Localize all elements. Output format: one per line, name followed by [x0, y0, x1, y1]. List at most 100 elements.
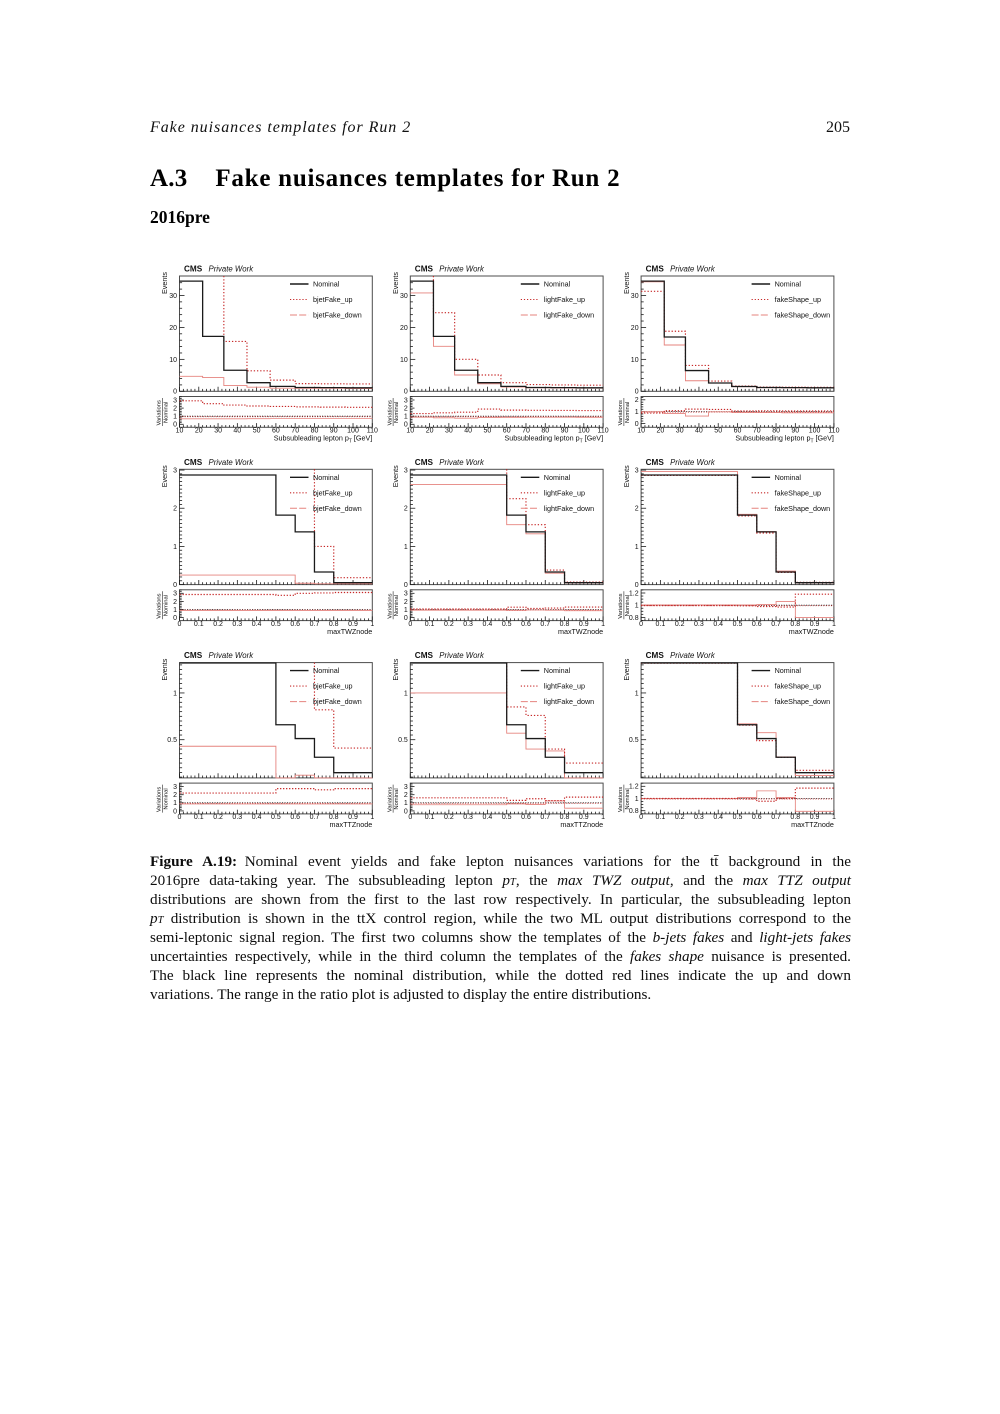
svg-text:0: 0: [404, 582, 408, 589]
svg-text:60: 60: [272, 428, 280, 435]
svg-text:0: 0: [408, 621, 412, 628]
svg-text:fakeShape_down: fakeShape_down: [775, 311, 831, 320]
svg-text:1: 1: [173, 690, 177, 697]
svg-text:Nominal: Nominal: [775, 666, 802, 675]
svg-text:Nominal: Nominal: [775, 280, 802, 289]
svg-text:1: 1: [601, 621, 605, 628]
svg-text:0.5: 0.5: [271, 814, 281, 821]
svg-text:bjetFake_down: bjetFake_down: [313, 311, 362, 320]
svg-text:Subsubleading lepton pT [GeV]: Subsubleading lepton pT [GeV]: [735, 434, 834, 445]
svg-text:Variations: Variations: [387, 787, 393, 812]
svg-text:1: 1: [404, 607, 408, 614]
svg-text:0: 0: [173, 808, 177, 815]
svg-text:Nominal: Nominal: [313, 280, 340, 289]
svg-text:20: 20: [400, 325, 408, 332]
svg-text:0.6: 0.6: [290, 621, 300, 628]
svg-text:30: 30: [445, 428, 453, 435]
svg-text:3: 3: [404, 784, 408, 791]
svg-text:0.6: 0.6: [521, 814, 531, 821]
svg-text:20: 20: [169, 325, 177, 332]
svg-text:CMS: CMS: [646, 265, 665, 274]
svg-text:90: 90: [330, 428, 338, 435]
svg-text:1: 1: [832, 814, 836, 821]
svg-text:0.1: 0.1: [656, 814, 666, 821]
svg-text:maxTWZnode: maxTWZnode: [327, 627, 372, 636]
svg-text:Private Work: Private Work: [439, 651, 485, 660]
svg-text:100: 100: [347, 428, 359, 435]
svg-text:Subsubleading lepton pT [GeV]: Subsubleading lepton pT [GeV]: [274, 434, 373, 445]
svg-text:0.1: 0.1: [194, 621, 204, 628]
svg-text:1: 1: [635, 690, 639, 697]
svg-text:Events: Events: [622, 658, 631, 680]
svg-text:fakeShape_down: fakeShape_down: [775, 697, 831, 706]
svg-text:0: 0: [173, 615, 177, 622]
svg-text:0.2: 0.2: [213, 814, 223, 821]
svg-text:Nominal: Nominal: [544, 280, 571, 289]
svg-text:0.4: 0.4: [713, 621, 723, 628]
svg-text:1: 1: [173, 607, 177, 614]
svg-text:30: 30: [676, 428, 684, 435]
svg-text:70: 70: [522, 428, 530, 435]
svg-text:2: 2: [173, 406, 177, 413]
svg-text:80: 80: [772, 428, 780, 435]
svg-text:Nominal: Nominal: [163, 595, 169, 616]
svg-text:1: 1: [173, 544, 177, 551]
svg-text:30: 30: [214, 428, 222, 435]
svg-text:CMS: CMS: [646, 651, 665, 660]
svg-text:1.2: 1.2: [629, 590, 639, 597]
svg-text:Nominal: Nominal: [313, 666, 340, 675]
svg-text:Events: Events: [622, 465, 631, 487]
svg-text:2: 2: [635, 506, 639, 513]
svg-text:Private Work: Private Work: [670, 651, 716, 660]
svg-text:2: 2: [404, 792, 408, 799]
svg-text:1: 1: [173, 800, 177, 807]
svg-text:0: 0: [635, 582, 639, 589]
svg-text:0: 0: [404, 615, 408, 622]
svg-text:0: 0: [404, 422, 408, 429]
svg-text:0.3: 0.3: [463, 621, 473, 628]
svg-text:0: 0: [173, 389, 177, 396]
svg-text:30: 30: [400, 293, 408, 300]
svg-text:maxTTZnode: maxTTZnode: [791, 820, 834, 829]
svg-text:110: 110: [598, 428, 609, 435]
svg-text:3: 3: [173, 784, 177, 791]
svg-text:0.2: 0.2: [675, 814, 685, 821]
svg-text:60: 60: [503, 428, 511, 435]
svg-text:0.9: 0.9: [579, 621, 589, 628]
svg-text:Private Work: Private Work: [439, 265, 485, 274]
svg-text:0.6: 0.6: [521, 621, 531, 628]
svg-text:Variations: Variations: [157, 400, 163, 425]
svg-text:Variations: Variations: [618, 400, 624, 425]
svg-text:70: 70: [291, 428, 299, 435]
svg-text:0.6: 0.6: [752, 814, 762, 821]
svg-text:1: 1: [404, 414, 408, 421]
svg-text:30: 30: [631, 293, 639, 300]
svg-text:Events: Events: [391, 658, 400, 680]
svg-text:2: 2: [404, 599, 408, 606]
svg-text:bjetFake_up: bjetFake_up: [313, 682, 353, 691]
svg-text:0: 0: [635, 421, 639, 428]
svg-text:50: 50: [253, 428, 261, 435]
svg-text:90: 90: [561, 428, 569, 435]
svg-text:1: 1: [601, 814, 605, 821]
svg-text:3: 3: [404, 397, 408, 404]
svg-text:1: 1: [635, 603, 639, 610]
svg-text:3: 3: [404, 591, 408, 598]
svg-text:0.5: 0.5: [398, 737, 408, 744]
svg-text:0.9: 0.9: [348, 814, 358, 821]
svg-text:0.8: 0.8: [329, 621, 339, 628]
svg-text:0.7: 0.7: [540, 621, 550, 628]
svg-text:CMS: CMS: [184, 651, 203, 660]
svg-text:maxTTZnode: maxTTZnode: [330, 820, 373, 829]
svg-text:0.2: 0.2: [444, 814, 454, 821]
svg-text:Variations: Variations: [618, 593, 624, 618]
svg-text:0.3: 0.3: [232, 621, 242, 628]
svg-text:0.4: 0.4: [252, 621, 262, 628]
svg-text:CMS: CMS: [646, 458, 665, 467]
svg-text:1: 1: [404, 544, 408, 551]
svg-text:1: 1: [635, 409, 639, 416]
svg-text:Private Work: Private Work: [439, 458, 485, 467]
svg-text:CMS: CMS: [184, 265, 203, 274]
svg-text:Events: Events: [160, 465, 169, 487]
svg-text:bjetFake_down: bjetFake_down: [313, 697, 362, 706]
